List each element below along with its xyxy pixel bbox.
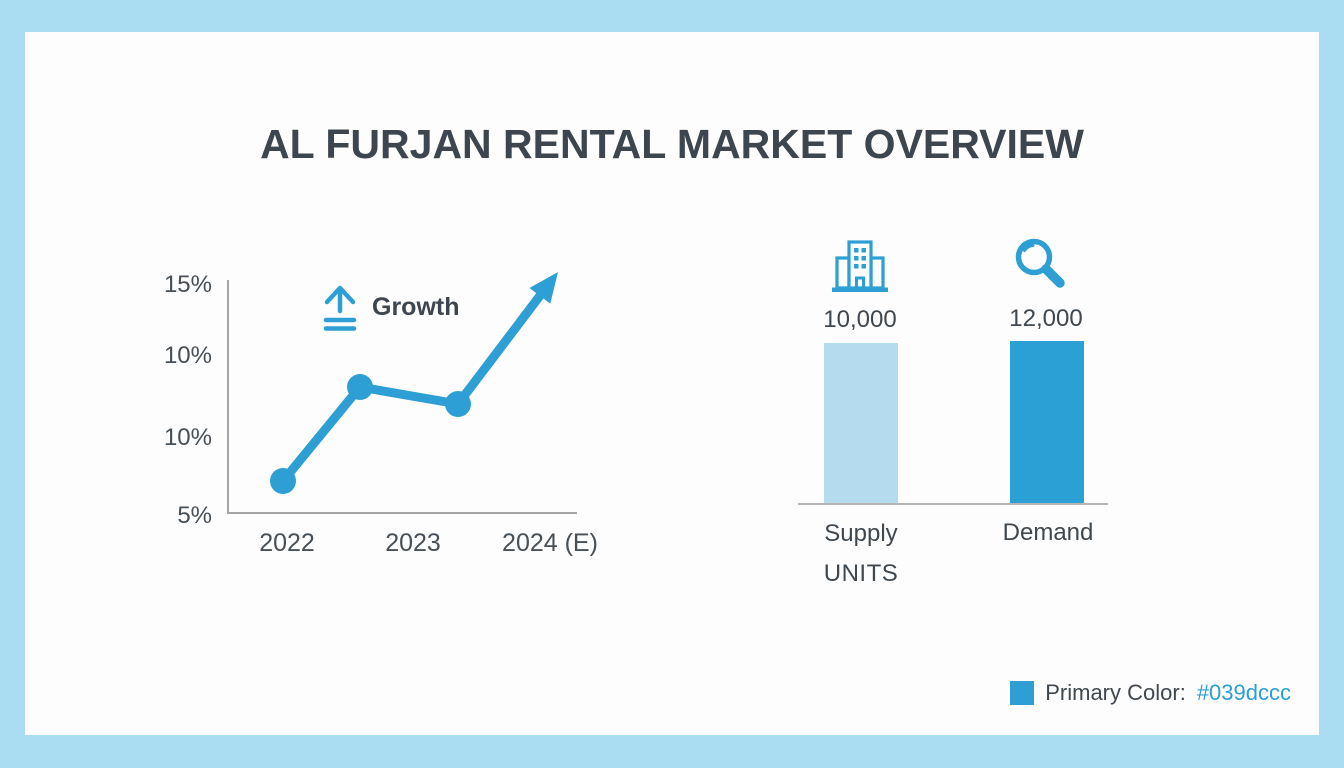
line-chart-plot: [227, 272, 577, 514]
supply-bar: [824, 343, 898, 503]
demand-value: 12,000: [1009, 305, 1083, 332]
y-tick-10a: 10%: [163, 342, 212, 369]
legend-color-value: #039dccc: [1196, 680, 1291, 705]
trend-line: [278, 288, 547, 486]
supply-value: 10,000: [823, 306, 897, 333]
y-tick-10b: 10%: [163, 424, 212, 451]
building-icon: [832, 240, 888, 292]
primary-color-legend: Primary Color: #039dccc: [1010, 680, 1291, 706]
arrow-head: [529, 272, 558, 304]
y-tick-5: 5%: [177, 502, 212, 529]
color-swatch: [1010, 681, 1035, 705]
y-tick-15: 15%: [163, 271, 212, 298]
data-point-mid1: [347, 374, 373, 400]
bar-axis-line: [798, 503, 1108, 505]
page-title: AL FURJAN RENTAL MARKET OVERVIEW: [260, 121, 1084, 168]
data-point-mid2: [445, 391, 471, 417]
axes-lines: [227, 280, 577, 514]
demand-label: Demand: [1002, 519, 1094, 546]
x-tick-2023: 2023: [385, 529, 441, 557]
x-tick-2022: 2022: [259, 529, 315, 557]
data-point-2022: [270, 468, 296, 494]
demand-bar: [1010, 341, 1084, 503]
x-tick-2024e: 2024 (E): [502, 529, 598, 557]
units-axis-label: UNITS: [823, 560, 899, 587]
growth-annotation-label: Growth: [372, 293, 460, 321]
magnifier-icon: [1015, 238, 1065, 288]
legend-label: Primary Color:: [1045, 680, 1186, 705]
growth-up-icon: [323, 285, 357, 331]
content-card: [25, 32, 1319, 735]
supply-label: Supply: [824, 520, 898, 547]
